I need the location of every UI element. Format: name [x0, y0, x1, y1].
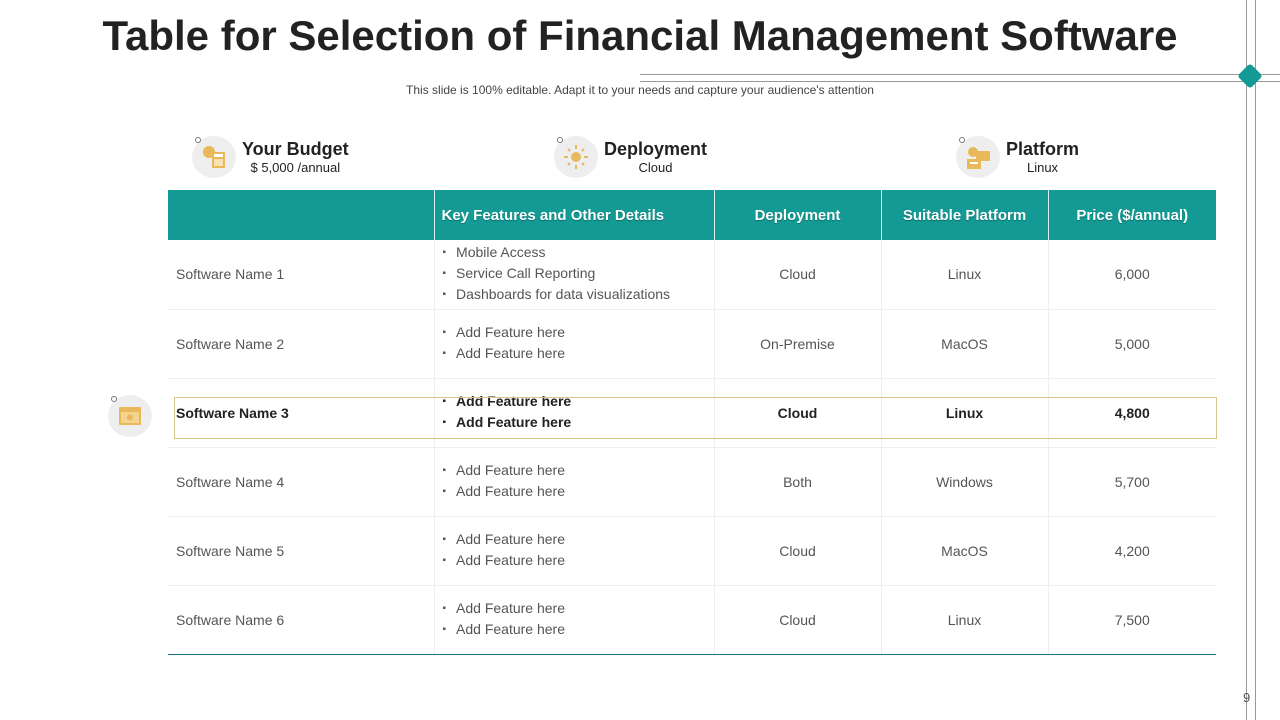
platform-cell: Linux	[881, 240, 1049, 310]
column-header: Key Features and Other Details	[434, 190, 715, 240]
features-cell: Add Feature hereAdd Feature here	[434, 516, 715, 586]
price-cell: 5,000	[1048, 309, 1216, 379]
price-cell: 4,800	[1048, 378, 1216, 448]
feature-item: Service Call Reporting	[443, 264, 714, 285]
column-header: Price ($/annual)	[1048, 190, 1216, 240]
deployment-cell: Cloud	[714, 240, 882, 310]
page-title: Table for Selection of Financial Managem…	[102, 12, 1178, 59]
feature-item: Add Feature here	[443, 551, 714, 572]
table-row: Software Name 4 Add Feature hereAdd Feat…	[168, 447, 1216, 517]
summary-label: Your Budget	[242, 139, 349, 159]
feature-item: Add Feature here	[443, 413, 714, 434]
feature-item: Add Feature here	[443, 530, 714, 551]
deployment-cell: Cloud	[714, 378, 882, 448]
features-cell: Mobile AccessService Call ReportingDashb…	[434, 240, 715, 310]
platform-cell: Linux	[881, 585, 1049, 655]
column-header	[168, 190, 435, 240]
table-row: Software Name 3 Add Feature hereAdd Feat…	[168, 378, 1216, 448]
table-row: Software Name 5 Add Feature hereAdd Feat…	[168, 516, 1216, 586]
feature-item: Mobile Access	[443, 243, 714, 264]
platform-cloud-icon	[956, 136, 1000, 178]
divider	[640, 81, 1280, 82]
price-cell: 7,500	[1048, 585, 1216, 655]
summary-label: Deployment	[604, 139, 708, 159]
divider	[640, 74, 1280, 75]
page-number: 9	[1243, 690, 1251, 705]
software-name: Software Name 2	[168, 309, 435, 379]
deployment-cell: Both	[714, 447, 882, 517]
platform-cell: MacOS	[881, 516, 1049, 586]
software-name: Software Name 3	[168, 378, 435, 448]
software-name: Software Name 4	[168, 447, 435, 517]
platform-cell: MacOS	[881, 309, 1049, 379]
summary-value: Cloud	[638, 160, 673, 175]
summary-label: Platform	[1006, 139, 1080, 159]
software-name: Software Name 6	[168, 585, 435, 655]
platform-cell: Windows	[881, 447, 1049, 517]
software-name: Software Name 1	[168, 240, 435, 310]
feature-item: Add Feature here	[443, 599, 714, 620]
summary-value: $ 5,000 /annual	[250, 160, 341, 175]
summary-budget: Your Budget $ 5,000 /annual	[192, 136, 349, 178]
software-table: Key Features and Other Details Deploymen…	[168, 190, 1216, 655]
column-header: Suitable Platform	[881, 190, 1049, 240]
feature-item: Add Feature here	[443, 392, 714, 413]
features-cell: Add Feature hereAdd Feature here	[434, 309, 715, 379]
table-row: Software Name 1 Mobile AccessService Cal…	[168, 240, 1216, 310]
budget-calculator-icon	[192, 136, 236, 178]
feature-item: Add Feature here	[443, 620, 714, 641]
deployment-cell: Cloud	[714, 585, 882, 655]
settings-window-icon	[108, 395, 152, 437]
features-cell: Add Feature hereAdd Feature here	[434, 378, 715, 448]
table-row: Software Name 6 Add Feature hereAdd Feat…	[168, 585, 1216, 655]
feature-item: Add Feature here	[443, 461, 714, 482]
features-cell: Add Feature hereAdd Feature here	[434, 585, 715, 655]
deployment-cell: On-Premise	[714, 309, 882, 379]
feature-item: Dashboards for data visualizations	[443, 285, 714, 306]
deployment-cell: Cloud	[714, 516, 882, 586]
platform-cell: Linux	[881, 378, 1049, 448]
divider	[1255, 0, 1256, 720]
subtitle: This slide is 100% editable. Adapt it to…	[406, 83, 874, 97]
price-cell: 5,700	[1048, 447, 1216, 517]
divider	[1246, 0, 1247, 720]
features-cell: Add Feature hereAdd Feature here	[434, 447, 715, 517]
column-header: Deployment	[714, 190, 882, 240]
feature-item: Add Feature here	[443, 344, 714, 365]
software-name: Software Name 5	[168, 516, 435, 586]
sun-gear-icon	[554, 136, 598, 178]
summary-value: Linux	[1026, 160, 1059, 175]
feature-item: Add Feature here	[443, 482, 714, 503]
summary-deployment: Deployment Cloud	[554, 136, 707, 178]
summary-platform: Platform Linux	[956, 136, 1079, 178]
price-cell: 4,200	[1048, 516, 1216, 586]
table-row: Software Name 2 Add Feature hereAdd Feat…	[168, 309, 1216, 379]
feature-item: Add Feature here	[443, 323, 714, 344]
price-cell: 6,000	[1048, 240, 1216, 310]
